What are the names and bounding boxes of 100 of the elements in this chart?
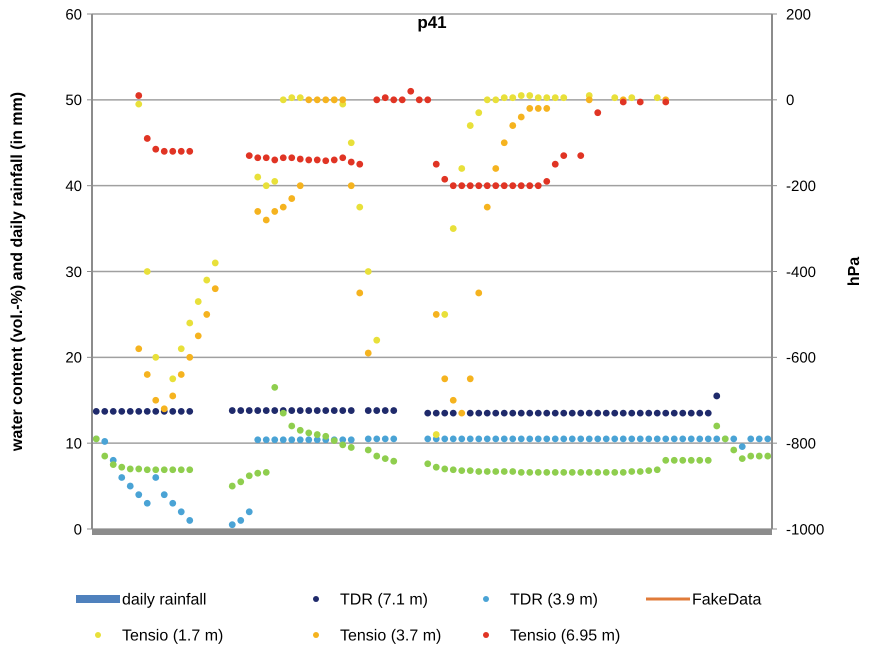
point <box>458 410 466 417</box>
point <box>432 160 440 168</box>
point <box>611 94 618 102</box>
point <box>373 96 380 104</box>
point <box>305 156 312 164</box>
legend-label: daily rainfall <box>122 592 206 609</box>
point <box>424 96 432 104</box>
legend-label: TDR (3.9 m) <box>510 592 598 609</box>
point <box>484 96 491 104</box>
point <box>492 182 500 190</box>
point <box>348 182 355 190</box>
point <box>169 392 176 400</box>
point <box>288 94 296 102</box>
point <box>178 148 185 155</box>
point <box>484 182 491 190</box>
point <box>280 154 287 162</box>
point <box>152 354 160 361</box>
point <box>348 158 355 166</box>
point <box>203 311 210 318</box>
y-tick-label: 20 <box>65 350 82 367</box>
legend-label: TDR (7.1 m) <box>340 592 428 609</box>
point <box>543 94 550 102</box>
point <box>322 96 330 104</box>
point <box>586 96 593 104</box>
point <box>194 298 202 305</box>
point <box>450 225 457 232</box>
point <box>160 148 168 155</box>
point <box>492 96 500 104</box>
point <box>526 182 534 190</box>
point <box>382 94 389 102</box>
point <box>296 94 304 102</box>
point <box>178 345 185 352</box>
legend-label: Tensio (6.95 m) <box>510 628 620 645</box>
point <box>492 165 500 172</box>
y-tick-label: 60 <box>65 6 82 24</box>
point <box>296 182 304 190</box>
point <box>330 156 338 164</box>
point <box>271 178 278 185</box>
point <box>339 154 346 162</box>
point <box>288 195 296 202</box>
point <box>543 178 550 185</box>
point <box>271 156 278 164</box>
y2-tick-label: -600 <box>786 350 816 367</box>
point <box>373 336 380 344</box>
chart-title: p41 <box>417 13 447 32</box>
point <box>407 88 414 95</box>
point <box>534 182 542 190</box>
point <box>262 154 270 162</box>
point <box>500 139 508 146</box>
point <box>552 94 559 102</box>
y-tick-label: 10 <box>65 435 82 452</box>
point <box>390 96 398 104</box>
point <box>654 94 661 102</box>
point <box>169 148 176 155</box>
point <box>509 122 516 129</box>
point <box>169 375 176 382</box>
point <box>450 396 457 404</box>
point <box>305 96 312 104</box>
point <box>339 96 346 104</box>
point <box>398 96 406 104</box>
point <box>186 320 194 326</box>
point <box>432 311 440 318</box>
point <box>509 182 516 190</box>
point <box>416 96 423 104</box>
point <box>450 182 457 190</box>
point <box>144 135 151 142</box>
point <box>135 100 142 108</box>
y2-tick-label: -200 <box>786 178 816 195</box>
point <box>322 157 330 164</box>
point <box>254 208 262 215</box>
point <box>160 405 168 412</box>
y-tick-label: 40 <box>65 178 82 195</box>
point <box>364 350 372 356</box>
point <box>178 371 185 378</box>
point <box>246 152 253 160</box>
point <box>628 94 636 102</box>
y-tick-label: 50 <box>65 92 82 110</box>
y2-tick-label: -800 <box>786 435 816 452</box>
point <box>348 139 355 146</box>
point <box>288 154 296 162</box>
point <box>484 204 491 211</box>
point <box>356 204 364 211</box>
point <box>144 268 151 275</box>
point <box>560 94 568 102</box>
point <box>262 216 270 224</box>
point <box>144 371 151 378</box>
point <box>271 208 278 215</box>
point <box>356 160 364 168</box>
y-axis-title: water content (vol.-%) and daily rainfall (in mm) <box>9 92 26 452</box>
point <box>594 109 602 116</box>
point <box>620 98 627 106</box>
point <box>500 182 508 190</box>
point <box>314 156 321 164</box>
y2-tick-label: 0 <box>786 92 794 110</box>
point <box>364 268 372 275</box>
point <box>212 260 219 266</box>
point <box>526 92 534 99</box>
point <box>441 311 448 318</box>
legend-label: FakeData <box>692 592 762 609</box>
point <box>466 182 474 190</box>
